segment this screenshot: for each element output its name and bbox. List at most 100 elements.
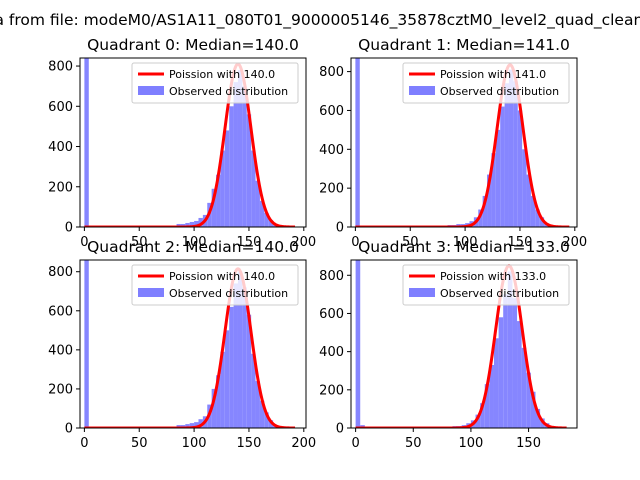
hist-bar <box>233 283 238 428</box>
x-tick-label: 150 <box>508 235 533 250</box>
hist-bar <box>500 106 505 227</box>
hist-bar <box>504 83 509 227</box>
y-tick-label: 200 <box>319 383 344 398</box>
hist-bar <box>220 351 225 428</box>
x-tick-label: 0 <box>80 235 88 250</box>
hist-bar <box>539 217 545 227</box>
hist-bar <box>246 314 252 428</box>
legend: Poission with 141.0 Observed distribution <box>402 62 570 104</box>
hist-bar <box>211 188 217 227</box>
legend-label-observed: Observed distribution <box>169 287 288 300</box>
axes-frame <box>350 57 578 228</box>
x-tick-label: 150 <box>237 436 262 451</box>
hist-bar <box>198 419 203 428</box>
legend-hist-swatch <box>138 288 164 297</box>
legend-box <box>131 62 299 104</box>
y-tick-label: 200 <box>319 182 344 197</box>
x-tick-label: 0 <box>351 436 359 451</box>
x-tick-label: 100 <box>182 436 207 451</box>
hist-bar <box>535 209 540 227</box>
hist-bar <box>355 260 361 428</box>
hist-bar <box>513 81 518 227</box>
y-tick-label: 200 <box>48 180 73 195</box>
hist-bar <box>84 58 89 227</box>
legend-label-poisson: Poission with 133.0 <box>440 270 546 283</box>
y-tick-label: 600 <box>319 307 344 322</box>
y-tick-label: 400 <box>48 140 73 155</box>
panels: 0 50 100 150 200 0 200 400 600 800 Quadrant 0: Med… <box>48 36 587 451</box>
hist-bar <box>251 150 256 227</box>
x-tick-label: 50 <box>131 235 148 250</box>
x-tick-label: 150 <box>237 235 262 250</box>
x-tick-label: 200 <box>291 436 316 451</box>
y-tick-label: 400 <box>319 345 344 360</box>
legend-hist-swatch <box>138 86 164 95</box>
y-tick-label: 0 <box>65 221 73 236</box>
hist-bar <box>535 408 541 428</box>
hist-bar <box>487 174 492 227</box>
legend: Poission with 133.0 Observed distribution <box>402 264 570 306</box>
y-tick-label: 800 <box>48 60 73 75</box>
legend-box <box>402 264 570 306</box>
hist-bar <box>259 400 265 428</box>
x-tick-label: 100 <box>459 436 484 451</box>
hist-bar <box>268 420 274 428</box>
y-tick-label: 600 <box>48 304 73 319</box>
hist-bar <box>493 338 499 428</box>
legend-label-observed: Observed distribution <box>440 85 559 98</box>
x-tick-label: 0 <box>80 436 88 451</box>
hist-bar <box>268 219 274 227</box>
hist-bar <box>495 129 501 227</box>
legend-label-poisson: Poission with 140.0 <box>169 270 275 283</box>
hist-bar <box>482 195 488 227</box>
figure-suptitle: Data from file: modeM0/AS1A11_080T01_900… <box>0 11 640 30</box>
axes-frame <box>350 259 578 429</box>
hist-bar <box>512 298 518 428</box>
x-tick-label: 100 <box>453 235 478 250</box>
hist-bar <box>229 106 234 227</box>
hist-bar <box>517 321 522 428</box>
hist-bar <box>475 414 481 428</box>
hist-bar <box>508 69 514 227</box>
hist-bar <box>355 58 360 227</box>
hist-bar <box>233 82 238 227</box>
x-tick-label: 0 <box>351 235 359 250</box>
hist-bar <box>185 222 190 227</box>
hist-bar <box>84 260 89 428</box>
x-tick-label: 150 <box>516 436 541 451</box>
hist-bar <box>216 375 221 428</box>
hist-bar <box>194 220 199 227</box>
legend: Poission with 140.0 Observed distribution <box>131 264 299 306</box>
x-tick-label: 200 <box>291 235 316 250</box>
hist-bar <box>517 110 523 227</box>
hist-bar <box>478 209 483 227</box>
hist-bar <box>503 294 508 428</box>
hist-bar <box>498 317 504 428</box>
hist-bar <box>185 424 190 428</box>
hist-bar <box>224 330 230 428</box>
panel-title: Quadrant 0: Median=140.0 <box>87 36 299 54</box>
hist-bar <box>246 114 252 227</box>
panel-quadrant-0: 0 50 100 150 200 0 200 400 600 800 Quadrant 0: Med… <box>48 36 316 250</box>
axes-frame <box>79 259 307 429</box>
hist-bar <box>255 381 260 428</box>
y-tick-label: 400 <box>48 343 73 358</box>
hist-bar <box>255 180 260 227</box>
hist-bar <box>224 130 230 227</box>
hist-bar <box>237 271 243 428</box>
y-tick-label: 800 <box>48 265 73 280</box>
y-tick-label: 0 <box>336 221 344 236</box>
axes-frame <box>79 57 307 228</box>
hist-bar <box>480 403 485 428</box>
hist-bar <box>189 221 195 227</box>
legend-label-poisson: Poission with 140.0 <box>169 68 275 81</box>
legend-label-observed: Observed distribution <box>440 287 559 300</box>
legend-box <box>131 264 299 306</box>
y-tick-label: 800 <box>319 65 344 80</box>
panel-title: Quadrant 3: Median=133.0 <box>358 238 570 256</box>
hist-bar <box>491 153 496 227</box>
hist-bar <box>220 150 225 227</box>
hist-bar <box>522 149 527 227</box>
hist-bar <box>484 384 490 428</box>
